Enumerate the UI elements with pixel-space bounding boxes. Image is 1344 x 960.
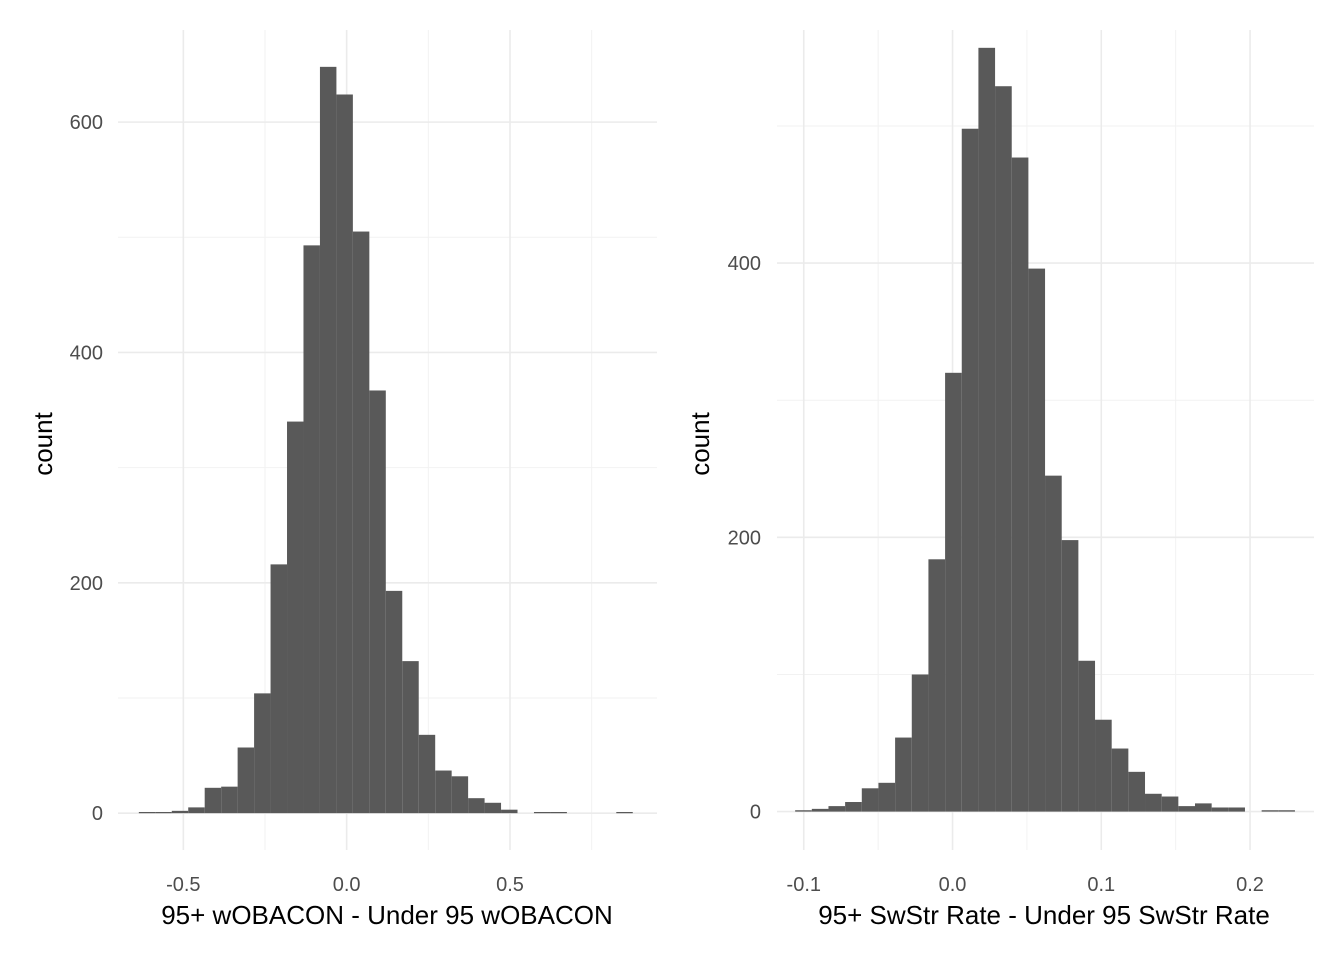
histogram-bar <box>978 47 996 812</box>
histogram-bar <box>1178 806 1195 812</box>
histogram-bar <box>171 810 189 814</box>
histogram-bar <box>1145 793 1162 812</box>
histogram-bar <box>616 811 633 814</box>
x-tick-label: -0.5 <box>166 874 200 896</box>
histogram-bar <box>995 86 1012 812</box>
x-tick-label: 0.0 <box>939 874 967 896</box>
histogram-bar <box>1128 771 1146 812</box>
histogram-bar <box>155 811 172 814</box>
histogram-bar <box>895 737 912 812</box>
histogram-bar <box>1061 540 1079 812</box>
y-axis-title: count <box>28 411 58 475</box>
histogram-bar <box>1111 748 1129 812</box>
histogram-bar <box>484 802 502 814</box>
x-axis-title: 95+ wOBACON - Under 95 wOBACON <box>161 900 613 930</box>
histogram-bar <box>138 811 156 814</box>
histogram-wobacon-panel: 95+ wOBACON - Under 95 wOBACON count -0.… <box>28 30 657 930</box>
histogram-bar <box>1078 660 1096 812</box>
histogram-bar <box>828 806 846 812</box>
histogram-bar <box>188 807 205 814</box>
histogram-bar <box>1095 719 1112 812</box>
histogram-bar <box>451 776 469 814</box>
y-tick-label: 400 <box>70 342 103 364</box>
y-tick-label: 600 <box>70 112 103 134</box>
histogram-bar <box>204 787 222 814</box>
histogram-bar <box>385 590 403 814</box>
histogram-bar <box>811 808 829 812</box>
histogram-bar <box>303 245 320 814</box>
histogram-bar <box>435 770 452 814</box>
histogram-bar <box>1228 807 1245 812</box>
histogram-swstr-panel: 95+ SwStr Rate - Under 95 SwStr Rate cou… <box>685 30 1314 930</box>
x-axis-title: 95+ SwStr Rate - Under 95 SwStr Rate <box>818 900 1270 930</box>
histogram-bar <box>961 128 979 812</box>
histogram-bar <box>1011 157 1029 812</box>
histogram-bar <box>270 564 288 814</box>
histogram-bar <box>1161 796 1179 812</box>
histogram-bar <box>1045 475 1062 812</box>
x-tick-label: 0.5 <box>496 874 524 896</box>
histogram-bar <box>319 66 337 814</box>
histogram-bar <box>928 559 946 812</box>
grid-lines <box>118 30 657 850</box>
x-tick-label: 0.2 <box>1236 874 1264 896</box>
histogram-bar <box>254 693 271 814</box>
x-tick-label: -0.1 <box>787 874 821 896</box>
histogram-bars <box>138 66 633 814</box>
histogram-bars <box>795 47 1295 812</box>
histogram-bar <box>468 798 485 814</box>
histogram-bar <box>1278 810 1295 812</box>
y-tick-label: 0 <box>750 802 761 824</box>
y-tick-label: 200 <box>70 573 103 595</box>
y-tick-label: 0 <box>92 803 103 825</box>
x-tick-label: 0.1 <box>1087 874 1115 896</box>
histogram-bar <box>878 782 896 812</box>
histogram-bar <box>533 811 551 814</box>
histogram-bar <box>336 94 353 814</box>
histogram-bar <box>287 421 304 814</box>
y-axis-title: count <box>685 411 715 475</box>
histogram-bar <box>352 231 370 814</box>
histogram-bar <box>237 747 255 814</box>
histogram-bar <box>501 809 518 814</box>
histogram-bar <box>369 390 386 814</box>
tick-labels: -0.1 0.0 0.1 0.2 0 200 400 <box>728 253 1264 896</box>
tick-labels: -0.5 0.0 0.5 0 200 400 600 <box>70 112 524 896</box>
histogram-bar <box>1194 803 1212 812</box>
histogram-bar <box>1261 810 1279 812</box>
y-tick-label: 400 <box>728 253 761 275</box>
histogram-bar <box>418 734 436 814</box>
histogram-bar <box>945 372 962 812</box>
histogram-bar <box>221 786 238 814</box>
histogram-bar <box>861 788 879 812</box>
histogram-bar <box>550 811 567 814</box>
histogram-bar <box>795 810 812 812</box>
x-tick-label: 0.0 <box>333 874 361 896</box>
histogram-bar <box>845 802 862 812</box>
histogram-bar <box>1211 807 1229 812</box>
histogram-bar <box>1028 268 1046 812</box>
histogram-bar <box>911 674 929 812</box>
y-tick-label: 200 <box>728 527 761 549</box>
histogram-bar <box>402 661 419 814</box>
